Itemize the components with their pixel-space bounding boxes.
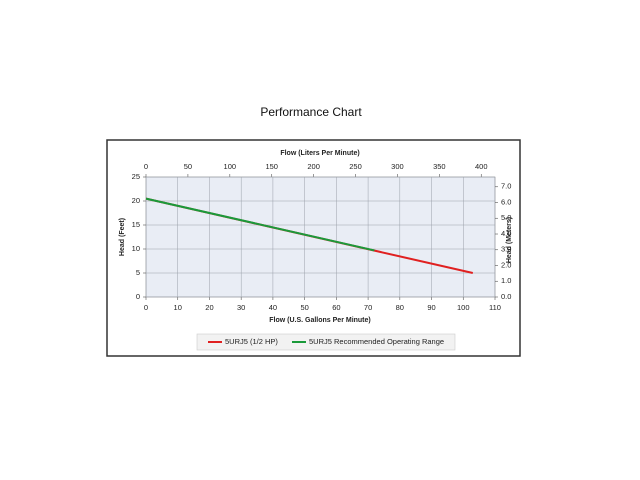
y2-tick-label: 5.0 [501, 213, 511, 222]
plot-area [145, 176, 496, 298]
x2-tick-label: 200 [307, 162, 320, 171]
y2-axis-label: Head (Meters) [506, 217, 513, 263]
chart-title: Performance Chart [260, 105, 362, 119]
x2-tick-label: 250 [349, 162, 362, 171]
x-tick-label: 0 [144, 303, 148, 312]
y2-tick-label: 2.0 [501, 260, 511, 269]
y-axis-label: Head (Feet) [119, 218, 126, 256]
x-tick-label: 50 [300, 303, 308, 312]
y2-tick-label: 0.0 [501, 292, 511, 301]
x2-tick-label: 50 [184, 162, 192, 171]
series-line [145, 197, 375, 252]
y-tick-label: 0 [136, 292, 140, 301]
x-tick-label: 60 [332, 303, 340, 312]
y-tick-label: 5 [136, 268, 140, 277]
y2-tick-label: 6.0 [501, 197, 511, 206]
x2-tick-label: 0 [144, 162, 148, 171]
x-tick-label: 40 [269, 303, 277, 312]
x-tick-label: 10 [174, 303, 182, 312]
y-tick-label: 20 [132, 196, 140, 205]
y2-tick-label: 1.0 [501, 276, 511, 285]
legend [196, 333, 456, 351]
x-axis-label: Flow (U.S. Gallons Per Minute) [269, 317, 371, 324]
x2-tick-label: 350 [433, 162, 446, 171]
x-tick-label: 90 [427, 303, 435, 312]
x2-axis-label: Flow (Liters Per Minute) [280, 150, 359, 157]
legend-label: 5URJ5 (1/2 HP) [225, 337, 278, 346]
x2-tick-label: 400 [475, 162, 488, 171]
x-tick-label: 110 [489, 303, 501, 312]
y2-tick-label: 3.0 [501, 245, 511, 254]
y2-tick-label: 4.0 [501, 229, 511, 238]
x2-tick-label: 100 [224, 162, 237, 171]
y-tick-label: 10 [132, 244, 140, 253]
x2-tick-label: 300 [391, 162, 404, 171]
x-tick-label: 30 [237, 303, 245, 312]
x-tick-label: 80 [396, 303, 404, 312]
x-tick-label: 20 [205, 303, 213, 312]
x2-tick-label: 150 [265, 162, 278, 171]
y-tick-label: 25 [132, 172, 140, 181]
x-tick-label: 70 [364, 303, 372, 312]
y-tick-label: 15 [132, 220, 140, 229]
x-tick-label: 100 [457, 303, 470, 312]
legend-label: 5URJ5 Recommended Operating Range [309, 337, 444, 346]
y2-tick-label: 7.0 [501, 182, 511, 191]
